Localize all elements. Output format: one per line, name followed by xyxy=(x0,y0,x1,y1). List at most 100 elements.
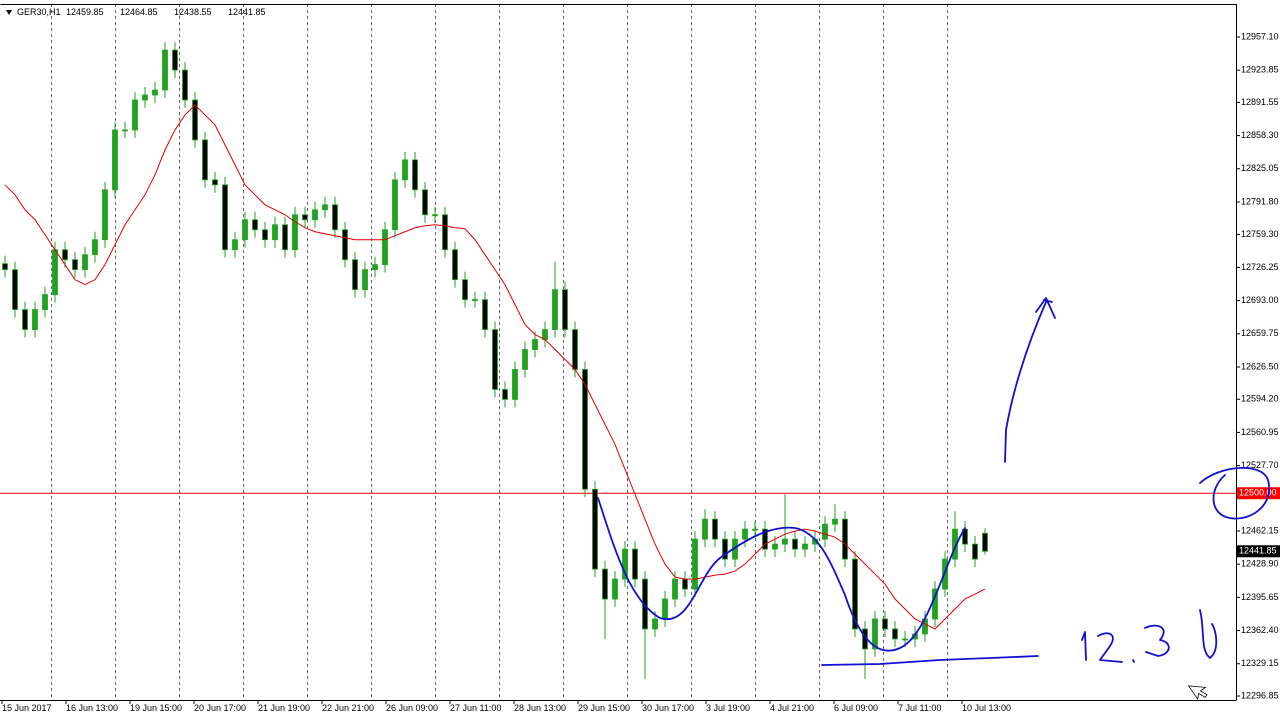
y-tick-label: 12726.25 xyxy=(1241,262,1279,272)
candle-body xyxy=(152,89,158,96)
candle-body xyxy=(392,179,398,231)
target-note xyxy=(1081,609,1218,663)
candle-body xyxy=(312,209,318,221)
candle-body xyxy=(872,618,878,650)
x-tick-label: 4 Jul 21:00 xyxy=(770,703,814,713)
y-tick-label: 12923.85 xyxy=(1241,65,1279,75)
candle-body xyxy=(372,264,378,271)
candle-body xyxy=(282,224,288,251)
y-tick-label: 12659.75 xyxy=(1241,328,1279,338)
grid-layer xyxy=(51,4,948,700)
y-tick-label: 12462.15 xyxy=(1241,525,1279,535)
x-tick-label: 29 Jun 15:00 xyxy=(578,703,630,713)
y-tick-label: 12957.10 xyxy=(1241,31,1279,41)
candle-body xyxy=(622,548,628,580)
candle-body xyxy=(452,249,458,281)
candle-body xyxy=(422,189,428,216)
candle-body xyxy=(72,259,78,271)
candle-body xyxy=(292,214,298,251)
candle-body xyxy=(212,179,218,186)
y-tick-label: 12825.05 xyxy=(1241,163,1279,173)
candle-body xyxy=(552,289,558,330)
candle-body xyxy=(642,578,648,630)
candle-body xyxy=(272,224,278,241)
candle-body xyxy=(382,229,388,266)
x-tick-label: 7 Jul 11:00 xyxy=(898,703,941,713)
y-tick-label: 12329.15 xyxy=(1241,658,1279,668)
candle-body xyxy=(532,339,538,350)
candle-body xyxy=(352,259,358,291)
candle-body xyxy=(502,389,508,400)
candle-body xyxy=(462,279,468,300)
x-tick-label: 30 Jun 17:00 xyxy=(642,703,694,713)
candle-body xyxy=(682,578,688,590)
ohlc-value: 12459.85 xyxy=(66,7,104,17)
candle-body xyxy=(792,538,798,550)
target-arrow-head xyxy=(1035,297,1056,319)
candle-body xyxy=(172,49,178,71)
ohlc-readout: 12459.85 12464.85 12438.55 12441.85 xyxy=(66,7,266,17)
candle-body xyxy=(692,538,698,590)
candle-body xyxy=(92,239,98,256)
candle-body xyxy=(702,518,708,540)
bid-label-box xyxy=(1237,545,1280,558)
time-axis: 15 Jun 2017 16 Jun 13:00 19 Jun 15:00 20 Ju… xyxy=(1,700,1011,713)
candle-body xyxy=(52,249,58,296)
candle-body xyxy=(782,538,788,545)
x-tick-label: 10 Jul 13:00 xyxy=(962,703,1011,713)
x-tick-label: 16 Jun 13:00 xyxy=(66,703,118,713)
candle-body xyxy=(562,289,568,330)
candle-body xyxy=(262,229,268,241)
candle-body xyxy=(442,214,448,251)
x-tick-label: 27 Jun 11:00 xyxy=(450,703,501,713)
plot-layer xyxy=(0,42,1236,679)
candle-body xyxy=(892,628,898,640)
candle-body xyxy=(242,219,248,241)
ohlc-value: 12438.55 xyxy=(174,7,212,17)
y-tick-label: 12560.95 xyxy=(1241,427,1279,437)
candle-body xyxy=(902,638,908,641)
candle-body xyxy=(722,538,728,560)
candle-body xyxy=(112,129,118,191)
candle-body xyxy=(22,309,28,330)
candle-body xyxy=(742,528,748,540)
candle-body xyxy=(762,528,768,550)
y-tick-label: 12296.85 xyxy=(1241,690,1279,700)
candle-body xyxy=(972,543,978,560)
candle-body xyxy=(342,229,348,261)
moving-average xyxy=(4,104,986,630)
candle-body xyxy=(512,369,518,400)
symbol-menu-arrow[interactable] xyxy=(6,10,12,15)
x-tick-label: 21 Jun 19:00 xyxy=(258,703,310,713)
y-tick-label: 12395.65 xyxy=(1241,592,1279,602)
candle-body xyxy=(582,369,588,490)
candle-body xyxy=(542,329,548,340)
candle-body xyxy=(142,94,148,101)
mouse-cursor xyxy=(1187,685,1208,700)
x-tick-label: 20 Jun 17:00 xyxy=(194,703,246,713)
bid-label: 12441.85 xyxy=(1239,546,1277,556)
candle-body xyxy=(632,548,638,580)
candle-body xyxy=(572,329,578,370)
candle-body xyxy=(592,488,598,570)
candle-body xyxy=(12,269,18,310)
candle-body xyxy=(182,69,188,101)
candle-body xyxy=(802,543,808,550)
candle-body xyxy=(402,159,408,181)
candle-body xyxy=(822,523,828,540)
x-tick-label: 22 Jun 21:00 xyxy=(322,703,374,713)
level-label: 12500.00 xyxy=(1239,488,1277,498)
symbol-label: GER30,H1 xyxy=(17,7,61,17)
x-tick-label: 19 Jun 15:00 xyxy=(130,703,182,713)
candle-body xyxy=(132,99,138,131)
y-tick-label: 12858.30 xyxy=(1241,130,1279,140)
candle-body xyxy=(192,99,198,141)
candle-body xyxy=(322,204,328,211)
candle-body xyxy=(62,249,68,261)
candle-body xyxy=(362,269,368,291)
candle-body xyxy=(752,528,758,531)
candle-body xyxy=(612,578,618,600)
x-tick-label: 26 Jun 09:00 xyxy=(386,703,438,713)
